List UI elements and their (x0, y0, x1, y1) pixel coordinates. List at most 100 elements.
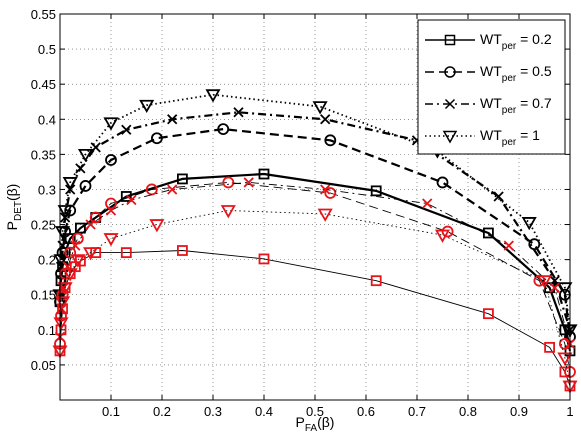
circle-marker (105, 197, 117, 210)
y-tick-label: 0.05 (31, 358, 56, 373)
x-marker (90, 142, 101, 153)
square-marker (258, 253, 270, 265)
triangle-down-marker (53, 317, 69, 331)
square-marker (544, 341, 555, 353)
y-tick-label: 0.55 (31, 7, 56, 22)
triangle-down-marker (205, 89, 221, 103)
circle-marker (217, 123, 230, 135)
x-marker (121, 124, 132, 135)
x-marker (233, 107, 244, 118)
triangle-down-marker (62, 268, 78, 282)
triangle-down-marker (53, 254, 69, 268)
square-marker (176, 245, 188, 256)
series-line (59, 250, 571, 387)
triangle-down-marker (103, 233, 119, 247)
triangle-down-marker (57, 282, 73, 296)
legend-entry: WTper = 0.5 (425, 63, 552, 84)
legend-label: WTper = 0.2 (480, 31, 552, 52)
x-marker (320, 184, 331, 195)
x-axis-label-rest: (β) (317, 414, 334, 430)
x-marker (243, 177, 254, 188)
triangle-down-marker (57, 205, 73, 219)
series-line (58, 128, 572, 337)
x-marker (493, 191, 504, 202)
y-tick-label: 0.2 (38, 253, 56, 268)
legend-entry: WTper = 0.2 (425, 31, 552, 52)
x-marker (75, 163, 86, 174)
triangle-down-marker (557, 352, 573, 366)
y-axis-label-main: P (4, 221, 20, 230)
legend-label-rest: = 0.5 (516, 63, 552, 79)
triangle-down-marker (434, 229, 451, 243)
triangle-down-marker (557, 282, 573, 296)
x-tick-label: 0.6 (357, 404, 375, 419)
x-tick-label: 0.1 (102, 404, 120, 419)
square-marker (75, 222, 86, 234)
x-marker (167, 184, 178, 195)
legend-label-rest: = 1 (516, 127, 540, 143)
x-marker (422, 198, 433, 209)
triangle-down-marker (220, 205, 236, 219)
square-marker (120, 191, 132, 202)
legend-label: WTper = 0.7 (480, 95, 552, 116)
circle-marker (64, 246, 77, 259)
x-axis-label-sub: FA (305, 423, 318, 432)
axis-ticks: 0.1 0.2 0.3 0.4 0.5 0.6 0.7 0.8 0.9 1 0.05 0.1 0.15 0… (31, 7, 574, 419)
circle-marker (444, 66, 456, 78)
circle-marker (436, 176, 449, 189)
circle-marker (79, 180, 92, 192)
triangle-down-marker (149, 219, 165, 233)
x-marker (444, 98, 456, 110)
x-axis-label-main: P (296, 414, 305, 430)
legend-entry: WTper = 0.7 (425, 95, 552, 116)
y-axis-label-sub: DET (13, 201, 24, 221)
circle-marker (105, 154, 117, 166)
triangle-down-marker (62, 177, 78, 191)
x-tick-label: 1 (566, 404, 573, 419)
x-marker (85, 219, 96, 230)
y-tick-label: 0.45 (31, 77, 56, 92)
circle-marker (222, 176, 235, 189)
legend-label-sub: per (502, 41, 517, 52)
circle-marker (324, 134, 337, 147)
triangle-down-marker (536, 275, 553, 289)
x-tick-label: 0.3 (204, 404, 222, 419)
circle-marker (55, 309, 67, 322)
x-tick-label: 0.5 (306, 404, 324, 419)
square-marker (57, 303, 68, 315)
circle-marker (441, 225, 454, 238)
x-marker (70, 240, 81, 251)
legend-label-sub: per (502, 73, 517, 84)
x-marker (549, 282, 560, 293)
legend-label-rest: = 0.7 (516, 95, 552, 111)
triangle-down-marker (77, 148, 94, 163)
square-marker (444, 34, 456, 46)
y-tick-label: 0.3 (38, 182, 56, 197)
x-tick-label: 0.9 (510, 404, 528, 419)
x-tick-label: 0.7 (408, 404, 426, 419)
legend-label-main: WT (480, 95, 502, 111)
y-tick-label: 0.1 (38, 323, 56, 338)
legend-label: WTper = 1 (480, 127, 540, 148)
square-marker (370, 185, 382, 197)
legend-entry: WTper = 1 (425, 127, 540, 148)
legend-label-main: WT (480, 31, 502, 47)
x-tick-label: 0.8 (459, 404, 477, 419)
legend-label: WTper = 0.5 (480, 63, 552, 84)
square-marker (370, 275, 382, 287)
legend-label-main: WT (480, 63, 502, 79)
x-marker (167, 114, 178, 125)
y-axis-label: PDET(β) (4, 184, 24, 231)
series-8 (52, 205, 578, 394)
triangle-down-marker (442, 130, 458, 144)
x-tick-label: 0.2 (153, 404, 171, 419)
triangle-down-marker (83, 247, 99, 261)
triangle-down-marker (103, 117, 119, 131)
triangle-down-marker (139, 99, 155, 114)
y-tick-label: 0.4 (38, 112, 56, 127)
triangle-down-marker (521, 217, 537, 231)
triangle-down-marker (70, 254, 86, 268)
plot-area (52, 89, 578, 394)
y-tick-label: 0.25 (31, 218, 56, 233)
x-tick-label: 0.4 (255, 404, 273, 419)
